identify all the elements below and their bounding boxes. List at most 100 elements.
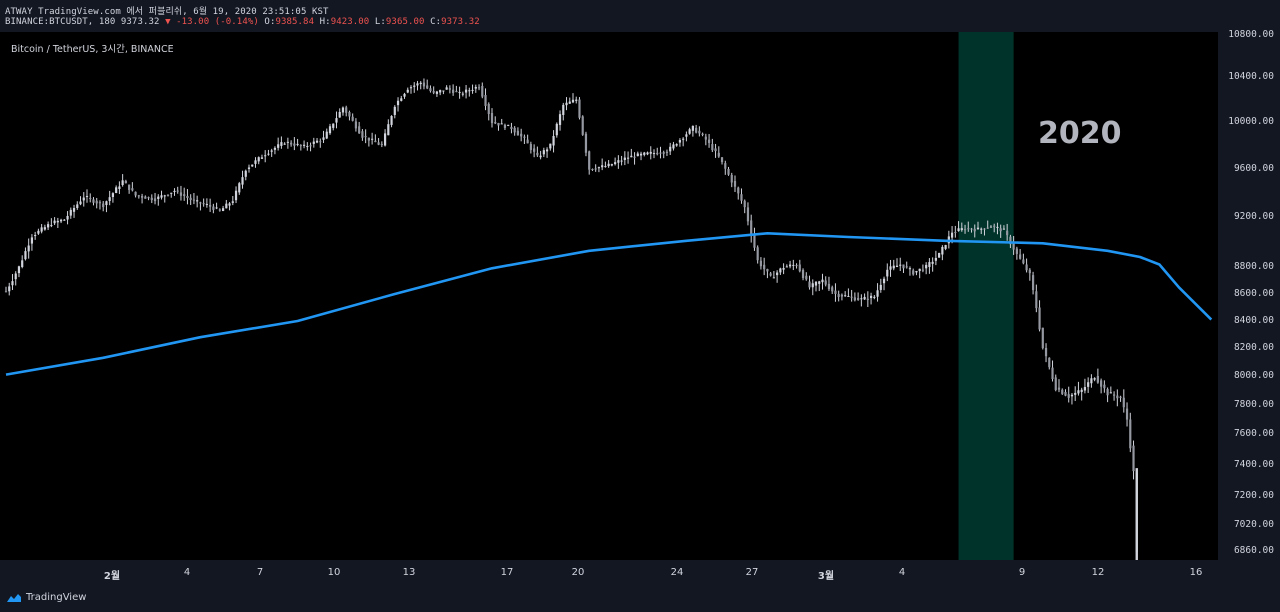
candle-body	[374, 140, 377, 143]
candle-body	[707, 139, 711, 143]
candle-body	[241, 177, 244, 185]
candle-body	[717, 152, 720, 157]
candle-body	[464, 89, 468, 93]
time-tick-label: 17	[500, 567, 514, 578]
candle-body	[209, 205, 212, 207]
candle-body	[834, 290, 837, 294]
candle-body	[840, 294, 844, 297]
candle-body	[351, 116, 354, 121]
candle-body	[124, 181, 127, 184]
candle-body	[257, 157, 260, 162]
candle-body	[837, 294, 840, 298]
candle-body	[941, 246, 944, 255]
tradingview-logo[interactable]: TradingView	[6, 592, 86, 603]
candle-body	[17, 266, 21, 274]
candle-body	[270, 150, 273, 152]
candle-body	[383, 133, 387, 146]
candle-body	[1022, 259, 1025, 264]
candle-body	[814, 281, 818, 286]
candle-body	[523, 136, 526, 138]
open-value: 9385.84	[275, 17, 315, 27]
candle-body	[562, 104, 565, 115]
candle-body	[782, 267, 785, 270]
candle-body	[520, 133, 523, 137]
candle-body	[850, 296, 853, 298]
candle-body	[471, 89, 474, 91]
candle-body	[678, 140, 682, 143]
candle-body	[545, 149, 549, 152]
candle-body	[160, 195, 163, 198]
candle-body	[371, 138, 374, 140]
candle-body	[111, 193, 115, 197]
candle-body	[763, 264, 766, 270]
candle-body	[24, 251, 27, 260]
candle-body	[69, 209, 72, 216]
candle-body	[309, 145, 312, 147]
candle-body	[199, 202, 202, 204]
time-tick-label: 10	[327, 567, 341, 578]
candle-body	[8, 286, 11, 292]
candle-body	[591, 169, 594, 170]
candle-body	[432, 91, 435, 93]
candle-body	[1038, 307, 1041, 330]
candle-body	[727, 169, 730, 175]
candle-body	[1080, 389, 1083, 392]
candle-body	[14, 273, 17, 280]
candle-body	[808, 281, 811, 288]
candle-body	[639, 153, 643, 156]
candle-body	[59, 219, 63, 222]
candle-body	[989, 226, 993, 228]
candle-body	[733, 181, 737, 187]
candle-body	[312, 141, 315, 144]
candle-body	[98, 202, 102, 204]
low-label: L:	[374, 17, 386, 27]
candle-body	[390, 115, 393, 125]
price-axis[interactable]: 6860.00 7020.00 7200.00 7400.00 7600.00 7800.…	[1218, 29, 1280, 560]
price-chart[interactable]	[0, 32, 1218, 560]
candle-body	[795, 265, 798, 267]
candle-body	[827, 283, 831, 290]
candle-body	[529, 144, 532, 150]
candle-body	[183, 194, 186, 197]
candle-body	[11, 281, 14, 286]
candle-body	[231, 201, 234, 203]
candle-body	[348, 112, 351, 117]
candle-body	[1077, 390, 1080, 394]
time-tick-label: 16	[1189, 567, 1203, 578]
candle-body	[328, 126, 332, 134]
candle-body	[915, 271, 918, 273]
price-change: ▼ -13.00 (-0.14%)	[165, 17, 259, 27]
candle-body	[393, 106, 396, 115]
candle-body	[503, 124, 507, 128]
candle-body	[82, 197, 85, 201]
candle-body	[403, 93, 406, 97]
candle-body	[1019, 254, 1022, 259]
candle-body	[302, 144, 306, 146]
price-tick-label: 8600.00	[1233, 288, 1274, 299]
candle-body	[1025, 264, 1028, 271]
candle-body	[286, 141, 289, 143]
candle-body	[85, 196, 89, 198]
candle-body	[853, 297, 856, 301]
price-tick-label: 7400.00	[1233, 459, 1274, 470]
candle-body	[157, 196, 160, 199]
candle-body	[419, 82, 422, 85]
candle-body	[494, 122, 497, 124]
candle-body	[510, 126, 513, 129]
candle-body	[931, 261, 934, 264]
candle-body	[1125, 408, 1129, 420]
chart-pane[interactable]	[0, 32, 1218, 560]
candle-body	[1119, 396, 1122, 398]
candle-body	[118, 186, 121, 189]
candle-body	[63, 219, 66, 221]
candle-body	[753, 233, 756, 248]
time-axis[interactable]: 2월 4 7 10 13 17 20 24 27 3월 4 9 12 16	[0, 560, 1218, 586]
candle-body	[584, 133, 588, 153]
time-tick-label: 4	[183, 567, 191, 578]
candle-body	[134, 191, 137, 196]
candle-body	[701, 133, 704, 135]
candle-body	[196, 200, 199, 202]
candle-body	[1093, 378, 1096, 380]
price-tick-label: 9600.00	[1233, 163, 1274, 174]
candle-body	[89, 198, 92, 199]
